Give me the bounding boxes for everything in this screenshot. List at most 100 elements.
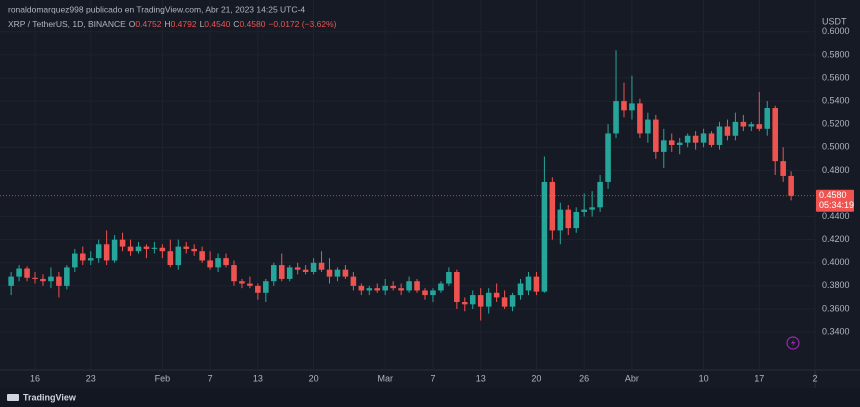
candle-body: [32, 277, 38, 279]
candle-body: [613, 101, 619, 134]
candle-body: [286, 267, 293, 279]
candle-body: [621, 101, 627, 111]
x-tick-label: Feb: [155, 373, 171, 383]
candle-body: [40, 278, 46, 282]
h-value: 0.4792: [171, 19, 197, 29]
candle-body: [103, 244, 110, 261]
candle-body: [263, 281, 269, 293]
candle-body: [660, 140, 667, 152]
symbol: XRP / TetherUS, 1D, BINANCE O0.4752 H0.479…: [8, 19, 337, 29]
candle-body: [191, 248, 197, 252]
candle-body: [501, 297, 508, 307]
brand[interactable]: TradingView: [23, 392, 77, 402]
y-tick-label: 0.3800: [822, 280, 850, 290]
candle-body: [724, 126, 731, 136]
c-value: 0.4580: [239, 19, 265, 29]
candle-body: [716, 126, 723, 145]
candle-body: [255, 285, 261, 293]
x-tick-label: Abr: [625, 373, 639, 383]
candles: [0, 50, 815, 321]
candle-body: [732, 121, 739, 136]
x-tick-label: 17: [754, 373, 764, 383]
candle-body: [294, 267, 301, 270]
candle-body: [143, 246, 150, 249]
candle-body: [756, 124, 763, 129]
candle-body: [87, 258, 94, 261]
x-tick-label: 13: [253, 373, 263, 383]
candle-body: [398, 288, 404, 291]
candle-body: [509, 295, 516, 307]
alert-icon[interactable]: [786, 336, 800, 350]
candle-body: [151, 247, 158, 249]
candle-body: [342, 269, 349, 277]
candle-body: [549, 181, 556, 231]
y-tick-label: 0.5400: [822, 95, 850, 105]
candle-body: [24, 268, 30, 278]
candle-body: [573, 211, 580, 229]
candle-body: [374, 288, 381, 291]
candle-body: [247, 283, 253, 286]
candle-body: [565, 209, 572, 229]
candle-body: [645, 119, 651, 134]
last-price-box: [816, 189, 854, 212]
candle-body: [700, 133, 707, 143]
candle-body: [637, 103, 643, 134]
candle-body: [668, 140, 675, 145]
x-tick-label: 23: [86, 373, 96, 383]
candle-body: [462, 302, 468, 305]
footer-bar: [0, 388, 860, 407]
candle-body: [167, 251, 174, 266]
y-unit: USDT: [822, 16, 847, 26]
candle-body: [334, 269, 341, 277]
publisher-line: ronaldomarquez998 publicado en TradingVi…: [8, 4, 305, 14]
candle-body: [199, 251, 205, 261]
candle-body: [581, 209, 587, 212]
candle-body: [119, 239, 126, 247]
x-tick-label: Mar: [377, 373, 393, 383]
candle-body: [422, 290, 428, 296]
y-tick-label: 0.5200: [822, 119, 850, 129]
candle-body: [56, 276, 62, 286]
y-tick-label: 0.4000: [822, 257, 850, 267]
candle-body: [517, 283, 524, 296]
candle-body: [676, 142, 683, 145]
last-price-label: 0.4580: [819, 190, 847, 200]
candle-body: [748, 124, 755, 127]
c-label: C: [233, 19, 239, 29]
change: −0.0172 (−3.62%): [268, 19, 336, 29]
candle-body: [708, 133, 715, 145]
candle-body: [653, 119, 659, 152]
candle-body: [326, 269, 333, 277]
candle-body: [477, 295, 484, 307]
x-tick-label: 13: [476, 373, 486, 383]
countdown: 05:34:19: [819, 200, 854, 210]
candle-body: [454, 271, 460, 303]
candle-body: [302, 269, 309, 272]
candle-body: [183, 246, 190, 249]
candle-body: [406, 281, 412, 291]
candle-body: [310, 262, 317, 272]
candle-body: [278, 265, 285, 279]
candle-body: [597, 181, 603, 208]
candle-body: [485, 292, 492, 307]
candle-body: [589, 207, 595, 210]
l-label: L: [200, 19, 205, 29]
candle-body: [48, 276, 54, 282]
y-tick-label: 0.6000: [822, 26, 850, 36]
candle-body: [135, 246, 142, 252]
candle-body: [414, 281, 420, 291]
candle-body: [95, 244, 102, 259]
candle-body: [605, 133, 611, 182]
y-tick-label: 0.4200: [822, 234, 850, 244]
candle-body: [764, 108, 771, 129]
candle-body: [350, 276, 357, 286]
candle-body: [358, 285, 365, 291]
logo-icon: [7, 394, 19, 401]
candle-body: [430, 290, 436, 296]
candle-body: [127, 246, 134, 252]
alert-bolt: [791, 339, 796, 347]
candle-body: [493, 292, 500, 298]
candle-body: [8, 276, 14, 286]
x-tick-label: 10: [699, 373, 709, 383]
